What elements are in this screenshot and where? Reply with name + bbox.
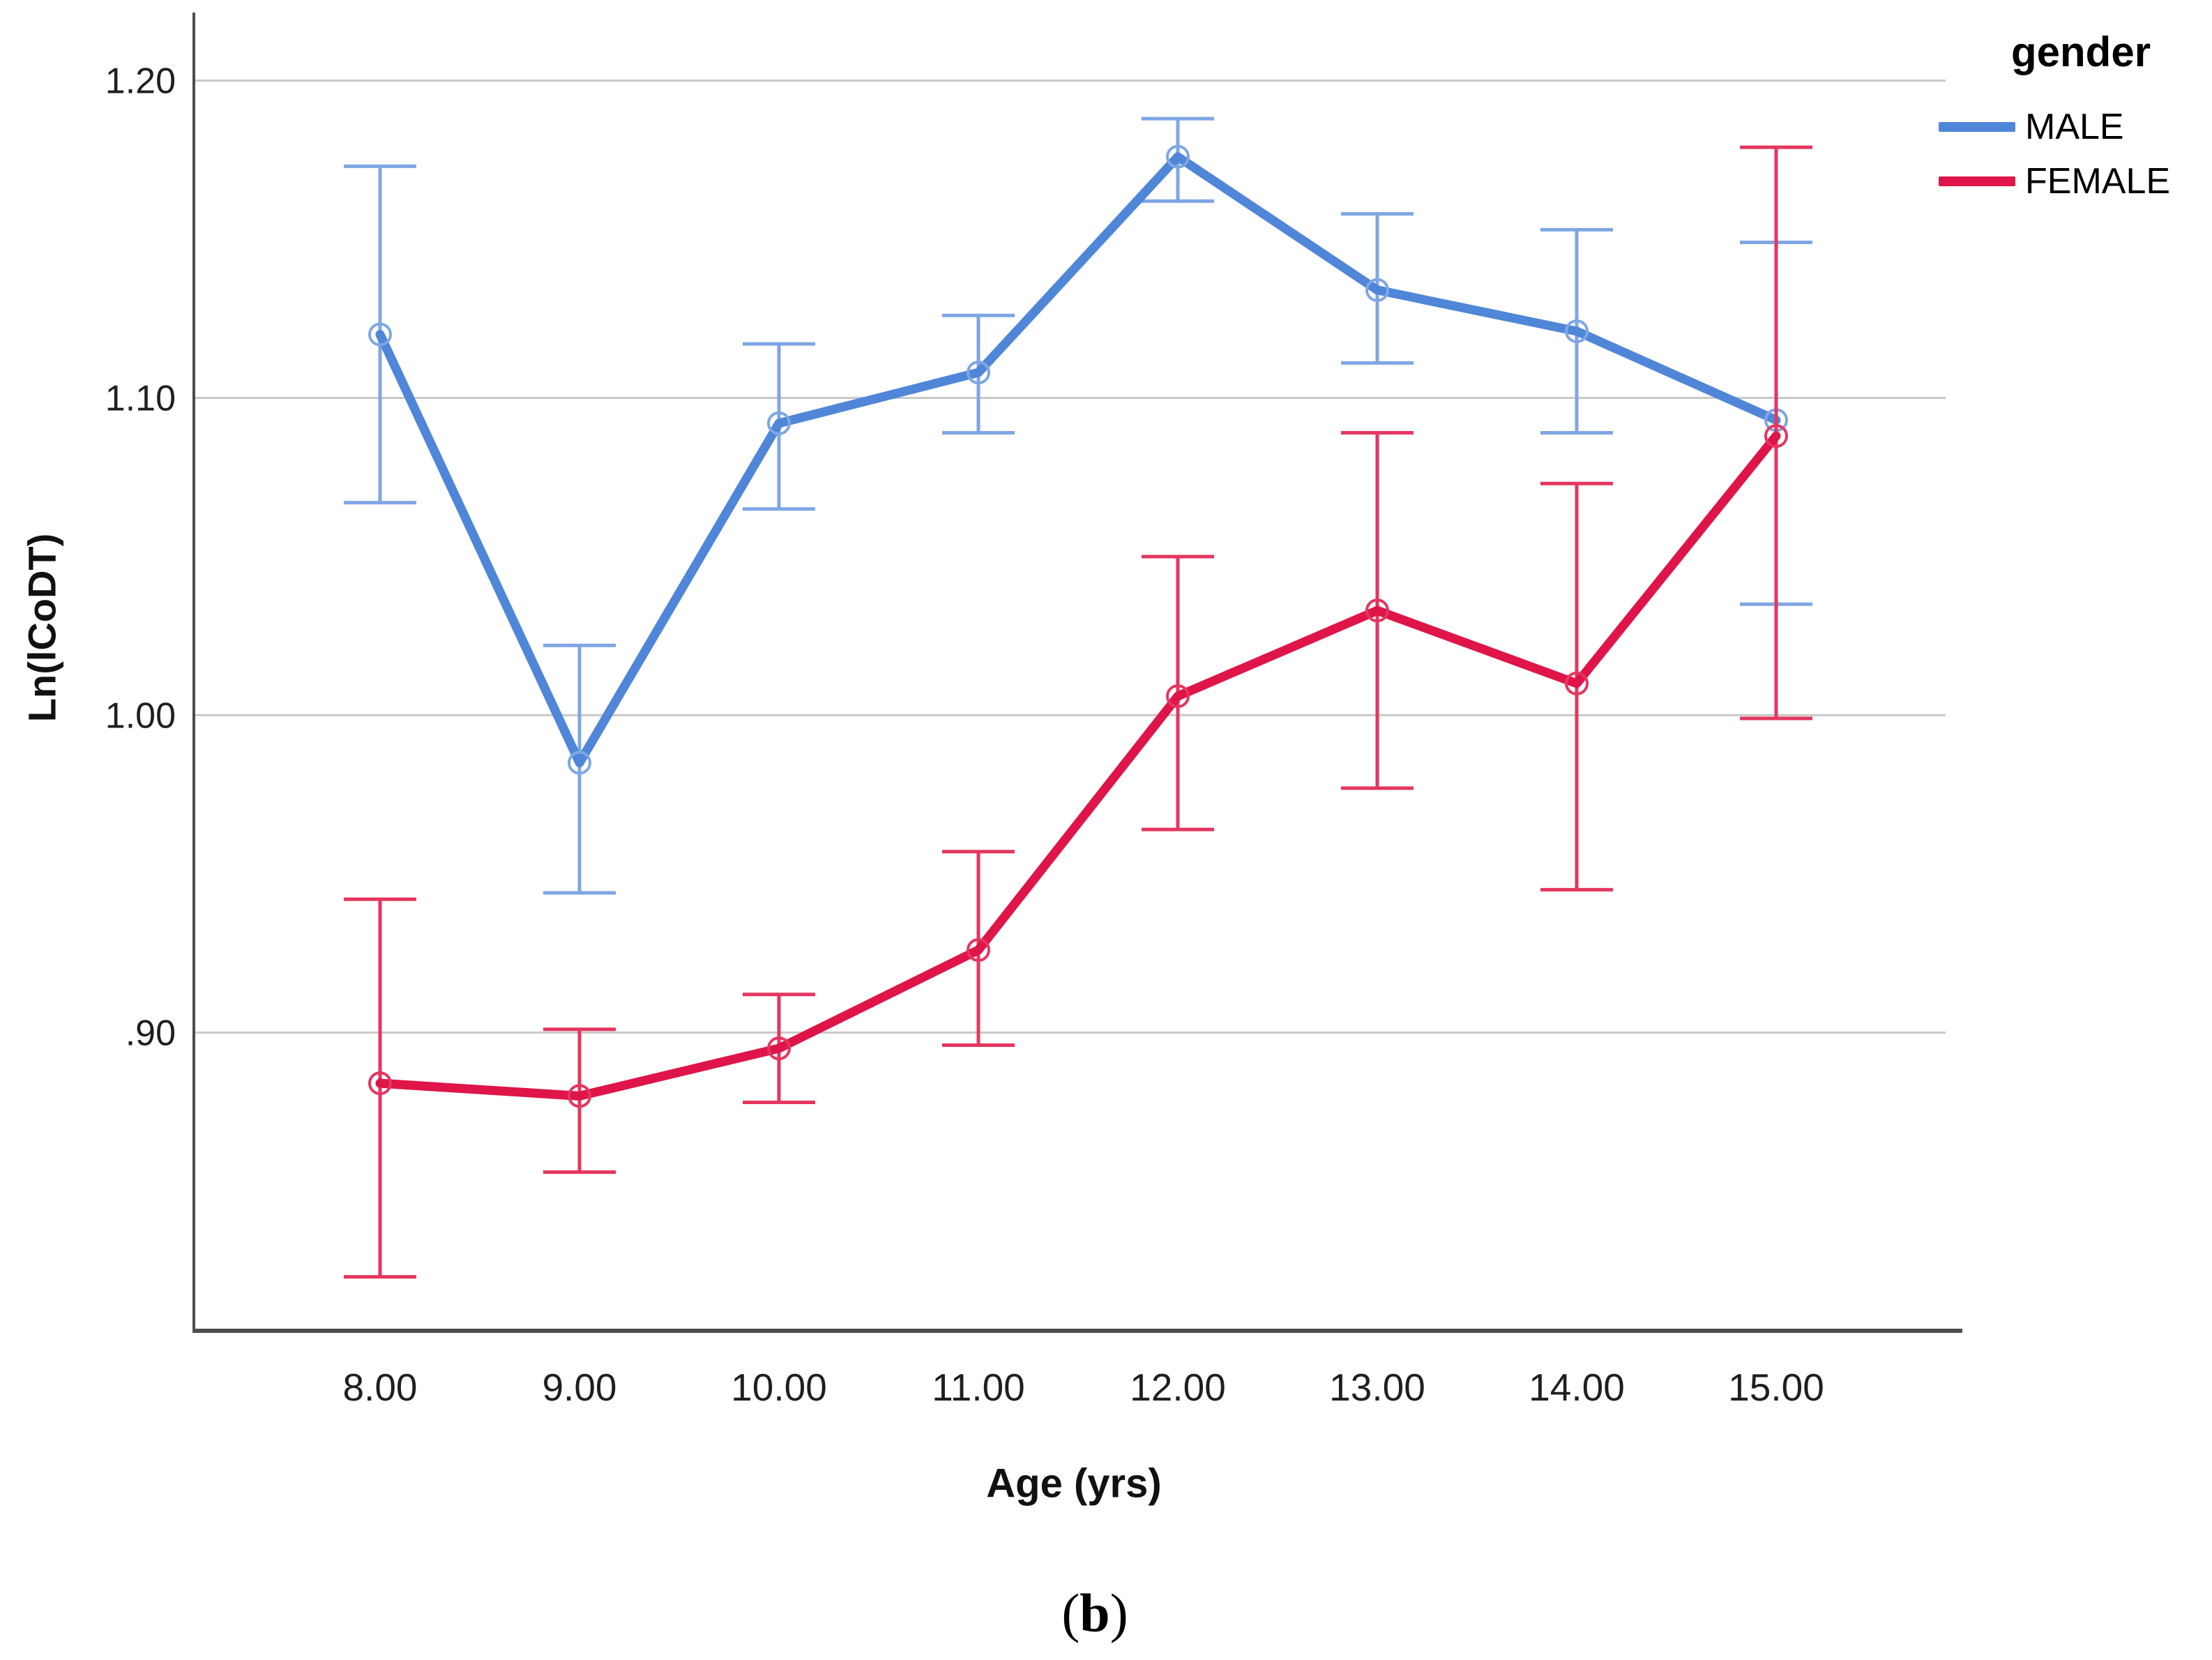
- legend-item-male: MALE: [1939, 100, 2212, 154]
- x-tick-label: 15.00: [1728, 1366, 1824, 1409]
- female-line: [375, 431, 1781, 1101]
- caption-close-paren: ): [1109, 1583, 1128, 1643]
- female-marker: [368, 1071, 392, 1096]
- x-tick-label: 11.00: [932, 1366, 1025, 1409]
- male-marker: [1166, 144, 1190, 169]
- legend: gender MALE FEMALE: [1939, 28, 2212, 209]
- male-marker: [1365, 278, 1389, 302]
- y-axis-title: Ln(lCoDT): [20, 533, 64, 723]
- legend-title: gender: [2011, 29, 2151, 75]
- male-marker: [967, 361, 990, 385]
- caption-letter: b: [1080, 1583, 1110, 1643]
- male-marker: [368, 322, 392, 347]
- x-tick-label: 13.00: [1329, 1366, 1425, 1409]
- male-marker: [767, 411, 791, 435]
- legend-swatch-male: [1939, 122, 2015, 132]
- legend-item-female: FEMALE: [1939, 154, 2212, 209]
- legend-items: MALE FEMALE: [1939, 100, 2212, 209]
- legend-item-label: FEMALE: [2025, 161, 2171, 202]
- female-marker: [1365, 598, 1389, 623]
- x-tick-label: 9.00: [542, 1366, 616, 1409]
- male-line: [375, 152, 1781, 768]
- legend-item-label: MALE: [2025, 107, 2124, 147]
- female-marker: [1166, 684, 1190, 709]
- male-marker: [1565, 319, 1589, 343]
- x-tick-label: 10.00: [731, 1366, 827, 1409]
- male-marker: [568, 750, 591, 775]
- y-tick-label: 1.20: [105, 61, 176, 102]
- female-marker: [568, 1084, 591, 1108]
- female-marker: [967, 938, 990, 963]
- female-marker: [1565, 671, 1589, 695]
- female-marker: [767, 1036, 791, 1061]
- x-tick-label: 12.00: [1130, 1366, 1226, 1409]
- x-axis-title: Age (yrs): [986, 1461, 1162, 1507]
- figure-caption: (b): [1061, 1582, 1128, 1645]
- caption-open-paren: (: [1061, 1583, 1080, 1643]
- x-tick-label: 14.00: [1529, 1366, 1625, 1409]
- legend-swatch-female: [1939, 176, 2015, 186]
- y-tick-label: 1.00: [105, 696, 176, 737]
- y-tick-label: .90: [126, 1013, 176, 1054]
- y-tick-label: 1.10: [105, 379, 176, 419]
- female-marker: [1764, 424, 1788, 448]
- x-tick-label: 8.00: [342, 1366, 417, 1409]
